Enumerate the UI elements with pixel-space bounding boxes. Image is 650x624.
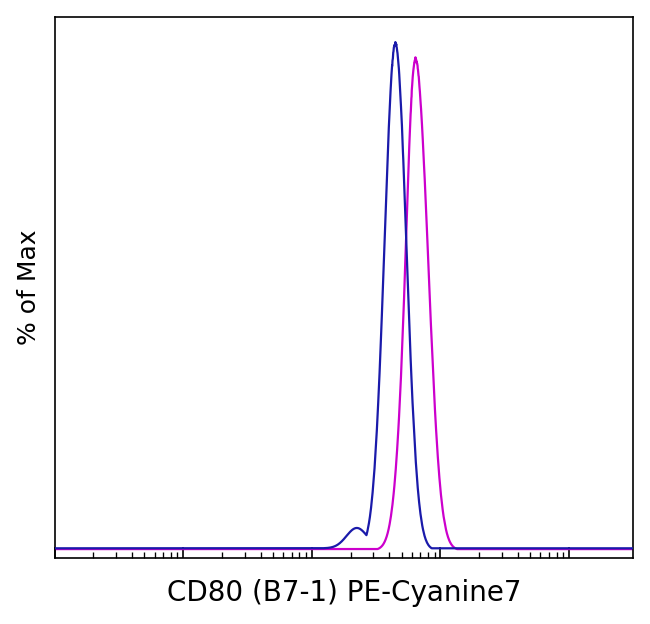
Y-axis label: % of Max: % of Max	[17, 230, 41, 345]
X-axis label: CD80 (B7-1) PE-Cyanine7: CD80 (B7-1) PE-Cyanine7	[166, 579, 521, 607]
